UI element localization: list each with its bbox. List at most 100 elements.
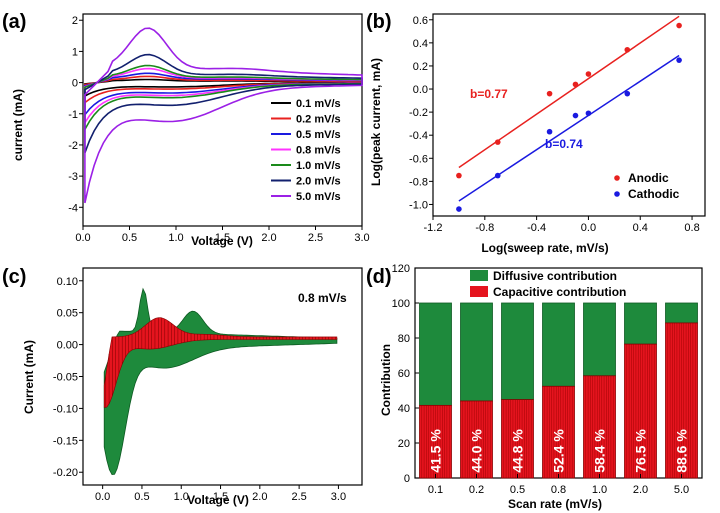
d-diffusive-bar — [501, 302, 534, 400]
d-x-tick-label: 0.1 — [428, 484, 443, 496]
panel-label-a: (a) — [2, 11, 26, 33]
b-ylabel: Log(peak current, mA) — [369, 58, 383, 186]
d-x-tick-label: 5.0 — [674, 484, 689, 496]
b-y-tick-label: 0.6 — [413, 15, 428, 27]
b-x-tick-label: -0.8 — [475, 222, 494, 234]
d-diffusive-bar — [583, 302, 616, 377]
c-x-tick-label: 2.5 — [291, 491, 306, 503]
d-diffusive-bar — [542, 302, 575, 387]
a-legend-label: 2.0 mV/s — [296, 176, 341, 188]
b-x-tick-label: -0.4 — [527, 222, 546, 234]
c-scan-annotation: 0.8 mV/s — [298, 291, 347, 305]
c-y-tick-label: -0.10 — [53, 403, 78, 415]
b-anodic-slope-label: b=0.77 — [470, 87, 508, 101]
c-x-tick-label: 0.0 — [95, 491, 110, 503]
a-y-tick-label: 0 — [72, 78, 78, 90]
d-diffusive-bar — [460, 302, 493, 402]
c-y-tick-label: -0.15 — [53, 435, 78, 447]
c-y-tick-label: -0.20 — [53, 467, 78, 479]
b-data-point — [494, 139, 501, 145]
b-y-tick-label: -0.4 — [409, 130, 428, 142]
c-y-tick-label: 0.10 — [57, 276, 78, 288]
b-y-tick-label: -1.0 — [409, 199, 428, 211]
c-x-tick-label: 0.5 — [134, 491, 149, 503]
c-y-tick-label: 0.00 — [57, 340, 78, 352]
d-data-label: 76.5 % — [633, 429, 649, 473]
c-x-tick-label: 1.0 — [174, 491, 189, 503]
b-data-point — [676, 57, 682, 63]
b-data-point — [456, 206, 462, 212]
c-x-tick-label: 1.5 — [213, 491, 228, 503]
b-x-tick-label: 0.8 — [684, 222, 699, 234]
b-y-tick-label: -0.2 — [409, 107, 428, 119]
panel-label-c: (c) — [2, 266, 26, 288]
b-legend-label: Cathodic — [628, 187, 680, 201]
b-data-point — [494, 172, 501, 179]
d-y-tick-label: 120 — [392, 263, 410, 275]
d-legend-swatch — [470, 270, 488, 281]
b-data-point — [546, 90, 553, 97]
panel-b: -1.2 -0.8 -0.4 0.0 0.4 0.8 -1.0 -0.8 -0.6 -0.4 -0.… — [409, 13, 706, 234]
b-data-point — [572, 81, 579, 88]
c-total-current-area — [103, 287, 338, 476]
a-y-tick-label: 1 — [72, 46, 78, 58]
c-capacitive-area — [103, 317, 338, 408]
b-legend-marker — [614, 175, 620, 181]
a-xlabel: Voltage (V) — [191, 234, 253, 248]
b-plot-frame — [432, 13, 706, 217]
b-legend-label: Anodic — [628, 171, 669, 185]
d-data-label: 52.4 % — [551, 429, 567, 473]
c-ylabel: Current (mA) — [22, 340, 36, 414]
d-x-tick-label: 2.0 — [633, 484, 648, 496]
d-ylabel: Contribution — [379, 344, 393, 416]
a-x-tick-label: 2.0 — [261, 232, 276, 244]
b-x-tick-label: 0.0 — [581, 222, 596, 234]
a-series-line — [84, 27, 363, 204]
b-data-point — [572, 112, 579, 119]
b-y-tick-label: 0.4 — [413, 38, 428, 50]
d-diffusive-bar — [419, 302, 452, 406]
d-y-tick-label: 0 — [404, 473, 410, 485]
d-legend-label: Capacitive contribution — [493, 285, 626, 299]
a-ylabel: current (mA) — [11, 89, 25, 161]
d-legend-label: Diffusive contribution — [493, 269, 617, 283]
b-y-tick-label: -0.8 — [409, 176, 428, 188]
a-y-tick-label: -1 — [68, 109, 78, 121]
d-x-tick-label: 0.8 — [551, 484, 566, 496]
d-data-label: 88.6 % — [674, 429, 690, 473]
d-y-tick-label: 100 — [392, 298, 410, 310]
b-y-tick-label: -0.6 — [409, 153, 428, 165]
c-x-tick-label: 2.0 — [252, 491, 267, 503]
d-x-tick-label: 1.0 — [592, 484, 607, 496]
d-data-label: 41.5 % — [428, 429, 444, 473]
b-x-tick-label: -1.2 — [424, 222, 443, 234]
a-legend-label: 0.2 mV/s — [296, 114, 341, 126]
c-y-tick-label: -0.05 — [53, 372, 78, 384]
b-cathodic-slope-label: b=0.74 — [545, 137, 583, 151]
panel-a: 0.0 0.5 1.0 1.5 2.0 2.5 3.0 -4 -3 -2 -1 0 1 2 0.1 mV/s… — [68, 13, 370, 244]
a-x-tick-label: 1.0 — [168, 232, 183, 244]
d-y-tick-label: 20 — [398, 438, 410, 450]
d-y-tick-label: 40 — [398, 403, 410, 415]
a-legend-label: 0.1 mV/s — [296, 98, 341, 110]
d-diffusive-bar — [624, 302, 657, 345]
d-y-tick-label: 60 — [398, 368, 410, 380]
b-xlabel: Log(sweep rate, mV/s) — [481, 241, 608, 255]
a-legend-label: 1.0 mV/s — [296, 160, 341, 172]
b-x-tick-label: 0.4 — [633, 222, 648, 234]
a-legend-label: 0.8 mV/s — [296, 145, 341, 157]
a-x-tick-label: 0.5 — [122, 232, 137, 244]
b-data-point — [456, 172, 462, 179]
d-data-label: 58.4 % — [592, 429, 608, 473]
d-legend-swatch — [470, 286, 488, 297]
d-x-tick-label: 0.2 — [469, 484, 484, 496]
b-data-point — [624, 90, 631, 97]
b-y-tick-label: 0.2 — [413, 61, 428, 73]
a-y-tick-label: 2 — [72, 15, 78, 27]
panel-label-b: (b) — [366, 11, 392, 33]
a-y-tick-label: -3 — [68, 171, 78, 183]
d-y-tick-label: 80 — [398, 333, 410, 345]
b-data-point — [676, 22, 682, 29]
d-x-tick-label: 0.5 — [510, 484, 525, 496]
